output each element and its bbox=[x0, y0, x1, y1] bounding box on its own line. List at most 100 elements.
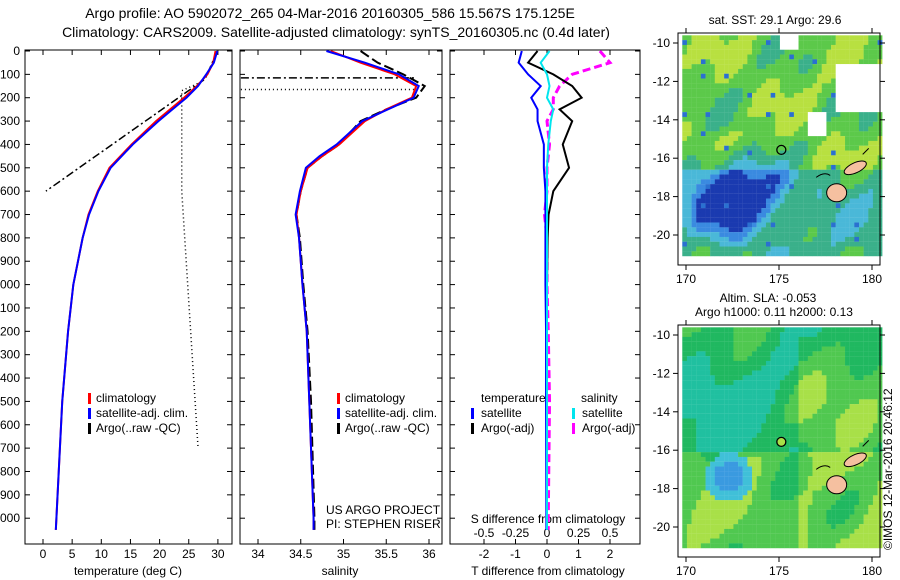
heatmap-cell bbox=[779, 423, 785, 429]
heatmap-cell bbox=[710, 116, 715, 122]
heatmap-cell bbox=[807, 332, 813, 338]
heatmap-cell bbox=[845, 83, 850, 89]
heatmap-cell bbox=[691, 327, 697, 333]
heatmap-cell bbox=[858, 88, 864, 94]
heatmap-cell bbox=[775, 514, 781, 520]
heatmap-cell bbox=[840, 136, 846, 142]
heatmap-cell bbox=[835, 164, 841, 170]
heatmap-cell bbox=[872, 174, 878, 180]
heatmap-cell bbox=[775, 136, 781, 142]
heatmap-cell bbox=[793, 131, 799, 137]
heatmap-cell bbox=[872, 193, 878, 199]
heatmap-cell bbox=[793, 160, 799, 166]
heatmap-cell bbox=[845, 341, 850, 347]
heatmap-cell bbox=[784, 332, 790, 338]
heatmap-cell bbox=[724, 452, 729, 458]
heatmap-cell bbox=[742, 193, 748, 199]
heatmap-cell bbox=[742, 456, 748, 462]
heatmap-cell bbox=[858, 461, 864, 467]
heatmap-cell bbox=[803, 246, 808, 252]
heatmap-cell bbox=[738, 131, 743, 137]
heatmap-cell bbox=[793, 126, 799, 132]
heatmap-cell bbox=[747, 188, 753, 194]
heatmap-cell bbox=[858, 485, 864, 491]
heatmap-cell bbox=[705, 73, 711, 79]
heatmap-cell bbox=[761, 476, 767, 482]
heatmap-cell bbox=[849, 179, 855, 185]
heatmap-cell bbox=[752, 150, 757, 156]
heatmap-cell bbox=[826, 121, 832, 127]
heatmap-cell bbox=[765, 203, 771, 209]
heatmap-cell bbox=[761, 370, 767, 376]
heatmap-cell bbox=[849, 365, 855, 371]
heatmap-cell bbox=[700, 68, 706, 74]
heatmap-cell bbox=[775, 524, 781, 530]
heatmap-cell bbox=[779, 432, 785, 438]
heatmap-cell bbox=[682, 346, 688, 352]
heatmap-cell bbox=[742, 97, 748, 103]
heatmap-cell bbox=[863, 179, 869, 185]
heatmap-cell bbox=[756, 217, 762, 223]
heatmap-cell bbox=[812, 83, 818, 89]
heatmap-cell bbox=[733, 112, 739, 118]
heatmap-cell bbox=[779, 408, 785, 414]
heatmap-cell bbox=[826, 528, 832, 534]
heatmap-cell bbox=[761, 208, 767, 214]
heatmap-cell bbox=[686, 241, 692, 247]
heatmap-cell bbox=[761, 184, 767, 190]
heatmap-cell bbox=[779, 485, 785, 491]
longitude-tick-label: 175 bbox=[769, 564, 789, 578]
heatmap-cell bbox=[775, 495, 781, 501]
heatmap-cell bbox=[705, 174, 711, 180]
heatmap-cell bbox=[831, 509, 836, 515]
heatmap-cell bbox=[761, 49, 767, 55]
heatmap-cell bbox=[775, 519, 781, 525]
heatmap-cell bbox=[686, 360, 692, 366]
heatmap-cell bbox=[761, 490, 767, 496]
heatmap-cell bbox=[742, 452, 748, 458]
heatmap-cell bbox=[700, 208, 706, 214]
heatmap-cell bbox=[812, 461, 818, 467]
heatmap-cell bbox=[845, 466, 850, 472]
heatmap-cell bbox=[831, 164, 836, 170]
heatmap-cell bbox=[700, 251, 706, 257]
heatmap-cell bbox=[761, 452, 767, 458]
heatmap-cell bbox=[710, 346, 715, 352]
heatmap-cell bbox=[840, 370, 846, 376]
heatmap-cell bbox=[714, 437, 720, 443]
heatmap-cell bbox=[696, 150, 702, 156]
heatmap-cell bbox=[691, 35, 697, 41]
heatmap-cell bbox=[835, 59, 841, 65]
heatmap-cell bbox=[812, 73, 818, 79]
heatmap-cell bbox=[803, 351, 808, 357]
heatmap-cell bbox=[868, 408, 874, 414]
heatmap-cell bbox=[789, 370, 795, 376]
heatmap-cell bbox=[826, 208, 832, 214]
heatmap-cell bbox=[738, 116, 743, 122]
heatmap-cell bbox=[747, 232, 753, 238]
heatmap-cell bbox=[807, 490, 813, 496]
heatmap-cell bbox=[826, 169, 832, 175]
heatmap-cell bbox=[761, 327, 767, 333]
heatmap-cell bbox=[733, 121, 739, 127]
heatmap-cell bbox=[752, 73, 757, 79]
heatmap-cell bbox=[858, 184, 864, 190]
heatmap-cell bbox=[756, 208, 762, 214]
heatmap-cell bbox=[775, 59, 781, 65]
heatmap-cell bbox=[742, 332, 748, 338]
depth-tick-label: 300 bbox=[0, 114, 20, 128]
heatmap-cell bbox=[747, 217, 753, 223]
heatmap-cell bbox=[779, 514, 785, 520]
heatmap-cell bbox=[798, 327, 804, 333]
heatmap-cell bbox=[738, 121, 743, 127]
heatmap-cell bbox=[752, 452, 757, 458]
heatmap-cell bbox=[812, 360, 818, 366]
salinity-tick-label: 35 bbox=[337, 547, 351, 561]
heatmap-cell bbox=[714, 208, 720, 214]
heatmap-cell bbox=[719, 380, 725, 386]
heatmap-cell bbox=[789, 447, 795, 453]
heatmap-cell bbox=[849, 40, 855, 46]
heatmap-cell bbox=[752, 413, 757, 419]
heatmap-cell bbox=[700, 437, 706, 443]
heatmap-cell bbox=[826, 126, 832, 132]
